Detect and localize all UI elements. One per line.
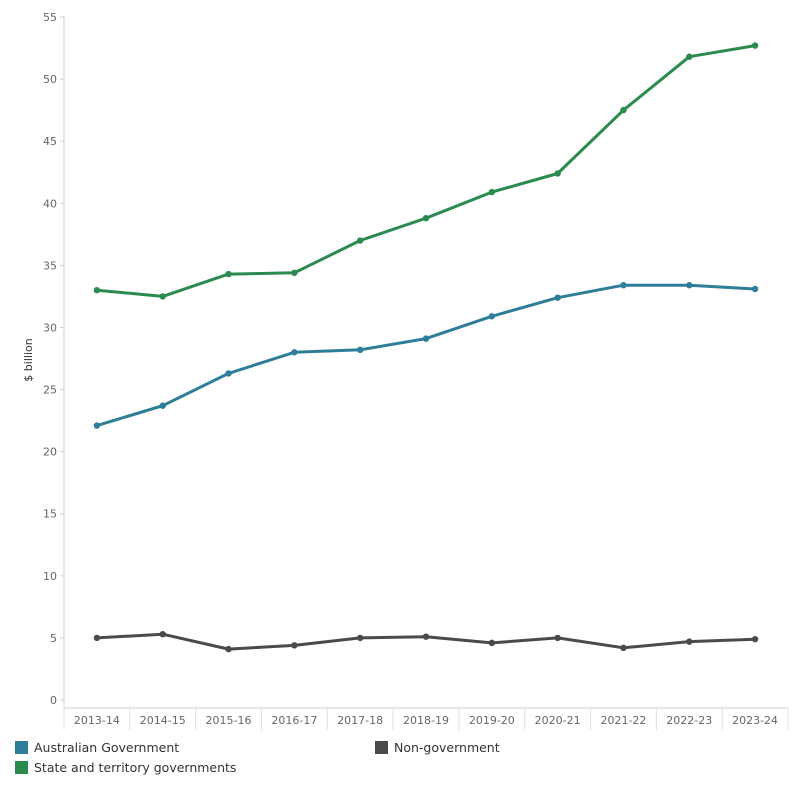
data-point[interactable] xyxy=(422,335,430,342)
series-non-government xyxy=(93,630,759,653)
y-tick-label: 40 xyxy=(43,197,57,210)
data-point[interactable] xyxy=(93,422,101,429)
data-point[interactable] xyxy=(356,634,364,642)
y-tick-label: 15 xyxy=(43,508,57,521)
data-point[interactable] xyxy=(93,287,101,294)
y-tick-label: 0 xyxy=(50,694,57,707)
y-tick-label: 20 xyxy=(43,446,57,459)
y-tick-label: 25 xyxy=(43,384,57,397)
data-point[interactable] xyxy=(620,282,627,289)
data-point[interactable] xyxy=(686,53,693,60)
data-point[interactable] xyxy=(751,285,759,293)
data-point[interactable] xyxy=(751,42,759,49)
series-australian-government xyxy=(93,282,759,429)
data-point[interactable] xyxy=(620,106,627,114)
legend: Australian Government State and territor… xyxy=(0,734,800,800)
series-line-state-and-territory-governments xyxy=(95,44,757,298)
data-point[interactable] xyxy=(686,282,693,289)
data-point[interactable] xyxy=(225,270,232,278)
x-tick-label: 2022-23 xyxy=(666,714,712,727)
data-point[interactable] xyxy=(620,644,627,652)
x-tick-label: 2021-22 xyxy=(600,714,646,727)
y-tick-label: 10 xyxy=(43,570,57,583)
x-tick-label: 2020-21 xyxy=(535,714,581,727)
data-point[interactable] xyxy=(225,645,232,653)
x-axis: 2013-14 2014-15 2015-16 2016-17 2017-18 2018-… xyxy=(63,707,789,730)
data-point[interactable] xyxy=(554,634,561,642)
data-point[interactable] xyxy=(686,638,693,645)
data-point[interactable] xyxy=(356,346,364,354)
data-point[interactable] xyxy=(488,639,496,647)
y-tick-label: 30 xyxy=(43,321,57,334)
legend-swatch-non-government xyxy=(375,741,388,754)
data-point[interactable] xyxy=(159,293,166,300)
y-axis: 0 5 10 15 20 25 30 35 40 45 50 55 xyxy=(43,11,65,708)
x-tick-label: 2023-24 xyxy=(732,714,778,727)
data-point[interactable] xyxy=(488,313,496,320)
data-point[interactable] xyxy=(225,370,232,377)
data-point[interactable] xyxy=(356,237,364,244)
y-tick-label: 50 xyxy=(43,73,57,86)
data-point[interactable] xyxy=(159,630,166,638)
data-point[interactable] xyxy=(422,214,430,222)
x-tick-label: 2019-20 xyxy=(469,714,515,727)
data-point[interactable] xyxy=(159,402,166,409)
legend-label: Australian Government xyxy=(34,740,180,755)
legend-item-non-government[interactable]: Non-government xyxy=(375,740,500,755)
legend-swatch-state-and-territory-governments xyxy=(15,761,28,774)
x-tick-label: 2015-16 xyxy=(206,714,252,727)
x-tick-label: 2016-17 xyxy=(271,714,317,727)
legend-label: Non-government xyxy=(394,740,500,755)
data-point[interactable] xyxy=(291,269,298,277)
x-tick-label: 2017-18 xyxy=(337,714,383,727)
y-tick-label: 5 xyxy=(50,632,57,645)
data-point[interactable] xyxy=(554,170,561,177)
series-state-and-territory-governments xyxy=(93,42,759,300)
series-line-australian-government xyxy=(95,283,757,428)
series-layer xyxy=(93,42,759,653)
data-point[interactable] xyxy=(422,633,430,640)
y-tick-label: 35 xyxy=(43,259,57,272)
legend-item-state-and-territory-governments[interactable]: State and territory governments xyxy=(15,760,236,775)
data-point[interactable] xyxy=(93,634,101,642)
data-point[interactable] xyxy=(291,642,298,649)
legend-swatch-australian-government xyxy=(15,741,28,754)
y-axis-title: $ billion xyxy=(22,338,35,381)
legend-item-australian-government[interactable]: Australian Government xyxy=(15,740,179,755)
data-point[interactable] xyxy=(554,294,561,301)
legend-label: State and territory governments xyxy=(34,760,237,775)
y-tick-label: 45 xyxy=(43,135,57,148)
x-tick-label: 2013-14 xyxy=(74,714,120,727)
data-point[interactable] xyxy=(751,635,759,643)
data-point[interactable] xyxy=(488,188,496,196)
x-tick-label: 2014-15 xyxy=(140,714,186,727)
y-tick-label: 55 xyxy=(43,11,57,24)
x-tick-label: 2018-19 xyxy=(403,714,449,727)
data-point[interactable] xyxy=(291,349,298,356)
